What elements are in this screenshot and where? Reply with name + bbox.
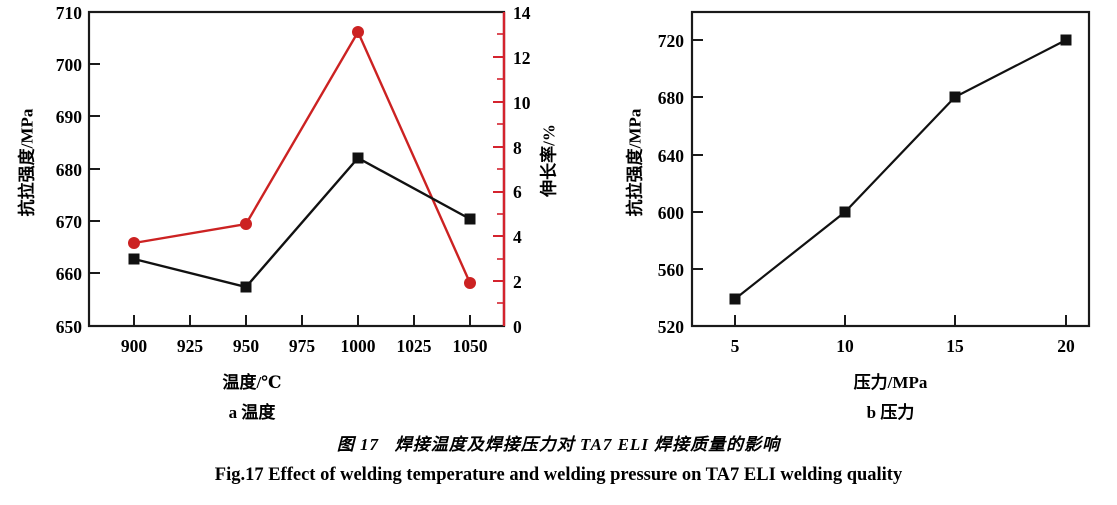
svg-text:10: 10 (513, 93, 531, 113)
elongation-line-a (133, 29, 472, 284)
x-axis-labels-b: 5 10 15 20 (731, 336, 1075, 356)
svg-text:900: 900 (121, 336, 148, 356)
svg-text:670: 670 (56, 212, 83, 232)
figure-caption-english: Fig.17 Effect of welding temperature and… (214, 465, 903, 485)
svg-text:20: 20 (1057, 336, 1075, 356)
pressure-chart-plot: 720 680 640 600 560 520 5 10 15 20 (658, 10, 1091, 356)
x-axis-title-a: 温度/℃ (222, 373, 282, 392)
figure-caption-chinese: 图 17 焊接温度及焊接压力对 TA7 ELI 焊接质量的影响 (336, 435, 781, 454)
svg-text:710: 710 (56, 3, 83, 23)
svg-text:700: 700 (56, 55, 83, 75)
tensile-strength-line-b (734, 39, 1067, 300)
chart-panel-pressure: 720 680 640 600 560 520 5 10 15 20 压力/MP… (580, 0, 1117, 430)
y-axis-title-left-a: 抗拉强度/MPa (17, 108, 37, 217)
svg-text:950: 950 (233, 336, 260, 356)
x-axis-ticks-b (734, 315, 1067, 326)
tensile-strength-line-a (133, 156, 471, 289)
svg-text:14: 14 (513, 3, 531, 23)
svg-text:1000: 1000 (341, 336, 376, 356)
svg-text:4: 4 (513, 227, 522, 247)
svg-text:720: 720 (658, 31, 685, 51)
y-axis-ticks-left-a (89, 63, 100, 274)
svg-text:660: 660 (56, 264, 83, 284)
svg-text:560: 560 (658, 260, 685, 280)
subcaption-a: a 温度 (228, 403, 276, 422)
y-axis-minor-ticks-right-a (497, 33, 504, 304)
svg-text:925: 925 (177, 336, 204, 356)
svg-text:975: 975 (289, 336, 316, 356)
y-axis-title-b: 抗拉强度/MPa (625, 108, 645, 217)
svg-text:650: 650 (56, 317, 83, 337)
svg-text:8: 8 (513, 138, 522, 158)
svg-text:10: 10 (836, 336, 854, 356)
svg-text:1050: 1050 (453, 336, 488, 356)
tensile-strength-markers-b (729, 34, 1072, 305)
y-axis-labels-b: 720 680 640 600 560 520 (658, 31, 685, 337)
y-axis-ticks-b (692, 39, 703, 270)
temperature-chart-plot: 710 700 690 680 670 660 650 14 12 10 8 6… (56, 3, 531, 356)
svg-text:2: 2 (513, 272, 522, 292)
svg-text:600: 600 (658, 203, 685, 223)
svg-text:5: 5 (731, 336, 740, 356)
x-axis-ticks-a (133, 315, 471, 326)
svg-text:6: 6 (513, 182, 522, 202)
svg-text:520: 520 (658, 317, 685, 337)
x-axis-title-b: 压力/MPa (853, 373, 928, 392)
x-axis-labels-a: 900 925 950 975 1000 1025 1050 (121, 336, 488, 356)
plot-frame-a (87, 10, 506, 328)
svg-text:680: 680 (658, 88, 685, 108)
subcaption-b: b 压力 (866, 403, 915, 422)
elongation-markers-a (128, 26, 476, 289)
svg-text:640: 640 (658, 146, 685, 166)
y-axis-ticks-right-a (493, 56, 504, 282)
svg-text:690: 690 (56, 107, 83, 127)
chart-panel-temperature: 710 700 690 680 670 660 650 14 12 10 8 6… (0, 0, 580, 430)
y-axis-labels-right-a: 14 12 10 8 6 4 2 0 (513, 3, 531, 337)
figure-caption-block: 图 17 焊接温度及焊接压力对 TA7 ELI 焊接质量的影响 Fig.17 E… (0, 430, 1117, 490)
svg-text:15: 15 (946, 336, 964, 356)
svg-text:0: 0 (513, 317, 522, 337)
y-axis-labels-left-a: 710 700 690 680 670 660 650 (56, 3, 83, 337)
tensile-strength-markers-a (128, 152, 476, 293)
plot-frame-b (690, 10, 1091, 328)
svg-text:1025: 1025 (397, 336, 432, 356)
y-axis-title-right-a: 伸长率/% (539, 124, 559, 197)
svg-text:12: 12 (513, 48, 531, 68)
svg-text:680: 680 (56, 160, 83, 180)
